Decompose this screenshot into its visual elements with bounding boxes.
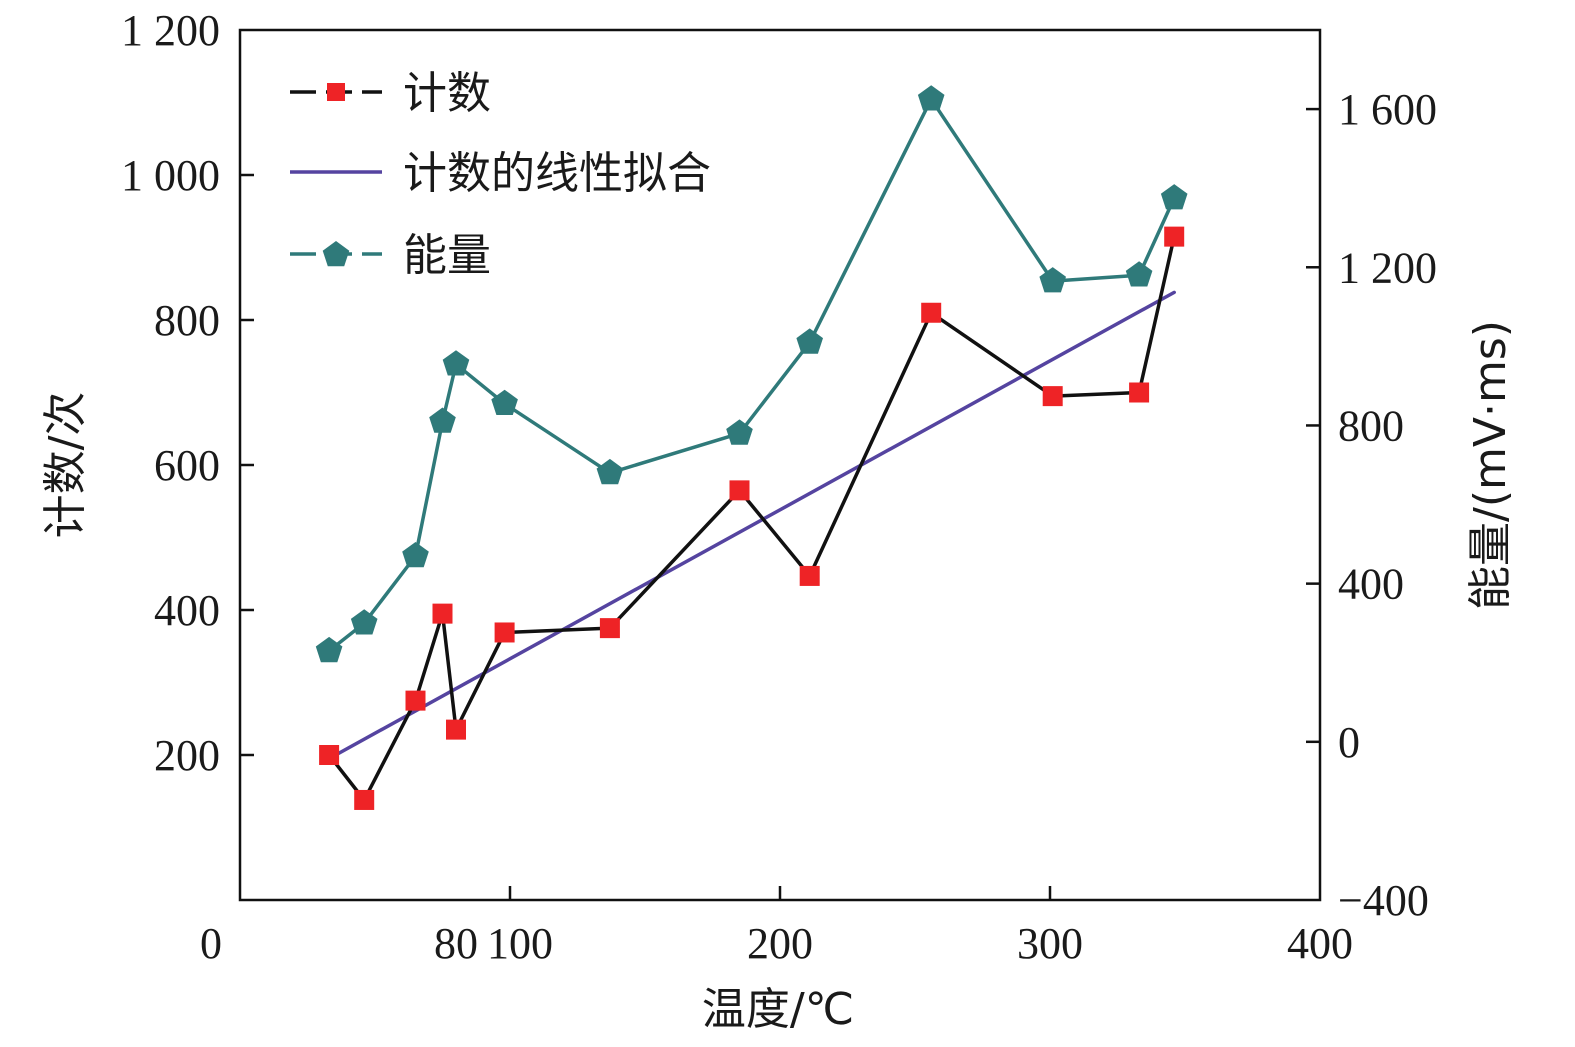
y-tick-label: 400 <box>154 586 220 635</box>
y2-tick-label: 400 <box>1338 560 1404 609</box>
count-point <box>432 603 453 624</box>
left-y-axis-ticks: 200 400 600 800 1 000 1 200 <box>121 6 254 780</box>
count-point <box>1164 226 1185 247</box>
x-tick-label: 400 <box>1287 919 1353 968</box>
y-tick-label: 1 200 <box>121 6 220 55</box>
count-linear-fit-line <box>327 290 1176 761</box>
x-tick-label: 300 <box>1017 919 1083 968</box>
energy-point <box>1125 261 1153 287</box>
energy-point <box>442 350 470 376</box>
energy-point <box>596 458 624 485</box>
count-point <box>494 622 515 643</box>
y-axis-label: 计数/次 <box>40 392 91 539</box>
y2-tick-label: −400 <box>1338 876 1429 925</box>
energy-point <box>1160 184 1188 210</box>
y2-axis-label: 能量/(mV·ms) <box>1465 320 1516 610</box>
y2-tick-label: 800 <box>1338 401 1404 450</box>
x-axis-ticks: 0 100 200 300 400 80 <box>200 886 1353 968</box>
count-point <box>599 618 620 639</box>
x-tick-label: 100 <box>487 919 553 968</box>
energy-point <box>315 636 343 663</box>
count-point <box>729 480 750 501</box>
energy-point <box>917 85 945 111</box>
y2-tick-label: 1 200 <box>1338 243 1437 292</box>
y-tick-label: 200 <box>154 731 220 780</box>
y-tick-label: 600 <box>154 441 220 490</box>
energy-point <box>491 389 518 415</box>
x-tick-label: 200 <box>747 919 813 968</box>
count-point <box>1042 386 1063 407</box>
count-point <box>319 745 340 765</box>
y-tick-label: 800 <box>154 296 220 345</box>
count-point <box>799 565 820 586</box>
count-line <box>327 234 1176 802</box>
energy-point <box>350 609 378 635</box>
legend-label-count: 计数 <box>403 68 491 119</box>
legend-label-fit: 计数的线性拟合 <box>403 148 711 199</box>
count-point <box>446 719 466 740</box>
count-point <box>921 302 942 323</box>
x-tick-label-highlight: 80 <box>434 919 478 968</box>
y2-tick-label: 1 600 <box>1338 85 1437 134</box>
legend-label-energy: 能量 <box>403 230 491 281</box>
y-tick-label: 1 000 <box>121 151 220 200</box>
legend-marker-count <box>327 83 345 101</box>
legend-marker-energy <box>322 241 350 267</box>
count-point <box>1129 382 1150 403</box>
energy-point <box>402 542 429 568</box>
series-layer <box>315 85 1188 810</box>
x-tick-label: 0 <box>200 919 222 968</box>
energy-point <box>1039 267 1066 293</box>
right-y-axis-ticks: −400 0 400 800 1 200 1 600 <box>1306 85 1437 925</box>
x-axis-label: 温度/℃ <box>702 984 854 1035</box>
energy-point <box>429 407 456 433</box>
y2-tick-label: 0 <box>1338 718 1360 767</box>
plot-frame <box>238 28 1322 902</box>
energy-point <box>796 328 823 354</box>
energy-point <box>726 419 753 445</box>
count-point <box>354 789 375 810</box>
count-point <box>405 690 426 711</box>
legend: 计数 计数的线性拟合 能量 <box>290 68 711 281</box>
